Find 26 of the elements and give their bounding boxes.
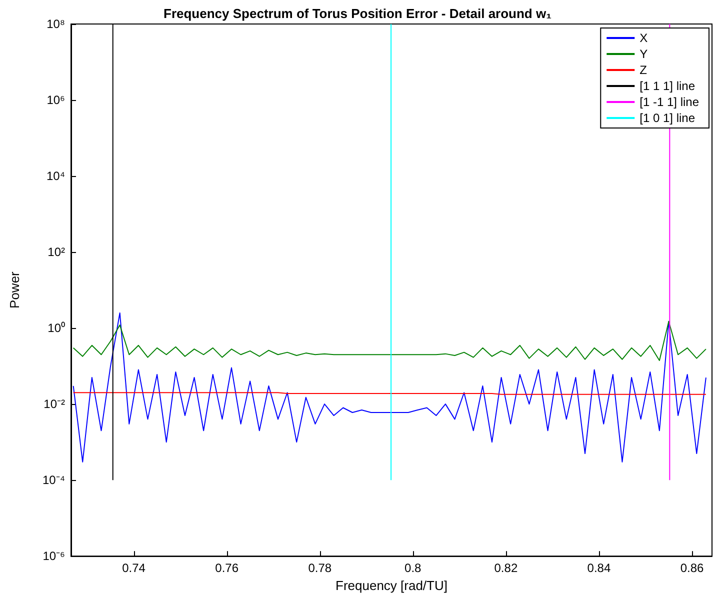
y-tick-label: 10⁻⁴ — [42, 473, 65, 488]
legend-label: [1 -1 1] line — [640, 95, 700, 109]
legend-label: Z — [640, 63, 647, 77]
x-tick-label: 0.74 — [122, 561, 146, 576]
y-tick-label: 10⁴ — [46, 169, 65, 184]
x-tick-label: 0.86 — [680, 561, 704, 576]
chart-title: Frequency Spectrum of Torus Position Error - Detail around w₁ — [164, 6, 552, 21]
y-axis-title: Power — [7, 270, 22, 308]
x-tick-label: 0.8 — [404, 561, 422, 576]
y-tick-label: 10⁻² — [44, 397, 66, 412]
y-tick-label: 10² — [48, 245, 66, 260]
legend-label: [1 1 1] line — [640, 79, 696, 93]
line-series — [72, 320, 706, 362]
y-tick-label: 10⁻⁶ — [42, 549, 66, 564]
x-tick-label: 0.82 — [494, 561, 518, 576]
x-tick-label: 0.76 — [215, 561, 239, 576]
legend-label: X — [640, 31, 648, 45]
x-axis-title: Frequency [rad/TU] — [336, 578, 448, 593]
x-tick-label: 0.78 — [308, 561, 332, 576]
x-tick-label: 0.84 — [587, 561, 611, 576]
legend-label: [1 0 1] line — [640, 111, 696, 125]
y-tick-label: 10⁸ — [46, 17, 65, 31]
line-series — [72, 312, 706, 462]
y-tick-label: 10⁰ — [48, 321, 65, 336]
legend-label: Y — [640, 47, 648, 61]
y-tick-label: 10⁶ — [46, 93, 66, 108]
